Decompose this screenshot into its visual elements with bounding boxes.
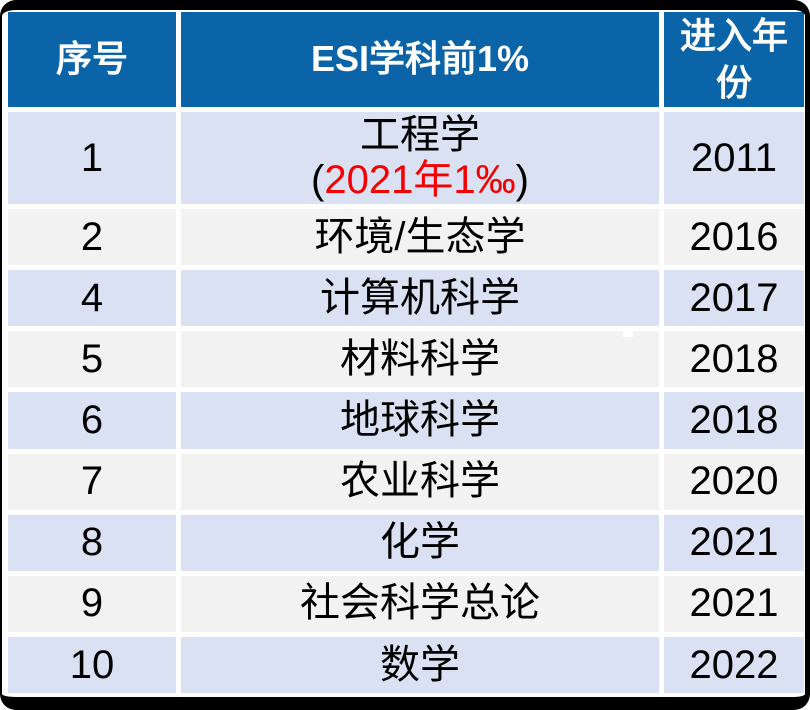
white-artifact: [623, 331, 633, 337]
cell-index: 10: [8, 636, 176, 693]
cell-discipline: 化学: [181, 514, 659, 571]
cell-year: 2021: [664, 514, 804, 571]
cell-index: 1: [8, 112, 176, 204]
cell-year: 2017: [664, 270, 804, 327]
esi-table: 序号 ESI学科前1% 进入年份 1 工程学 (2021年1‰) 2011 2 …: [8, 12, 804, 693]
table-row: 8 化学 2021: [8, 514, 804, 571]
header-index: 序号: [8, 12, 176, 107]
table-row: 5 材料科学 2018: [8, 331, 804, 388]
cell-index: 8: [8, 514, 176, 571]
cell-discipline: 农业科学: [181, 453, 659, 510]
cell-year: 2016: [664, 209, 804, 266]
table-header-row: 序号 ESI学科前1% 进入年份: [8, 12, 804, 107]
discipline-name: 工程学: [360, 113, 480, 158]
cell-discipline: 计算机科学: [181, 270, 659, 327]
cell-year: 2018: [664, 331, 804, 388]
cell-index: 7: [8, 453, 176, 510]
cell-year: 2018: [664, 392, 804, 449]
header-discipline: ESI学科前1%: [181, 12, 659, 107]
cell-year: 2021: [664, 575, 804, 632]
note-paren-close: ): [515, 158, 529, 202]
cell-index: 6: [8, 392, 176, 449]
cell-discipline: 环境/生态学: [181, 209, 659, 266]
table-row: 9 社会科学总论 2021: [8, 575, 804, 632]
cell-year: 2011: [664, 112, 804, 204]
cell-year: 2020: [664, 453, 804, 510]
table-row: 10 数学 2022: [8, 636, 804, 693]
cell-discipline: 工程学 (2021年1‰): [181, 112, 659, 204]
cell-index: 9: [8, 575, 176, 632]
table-row: 4 计算机科学 2017: [8, 270, 804, 327]
cell-discipline: 材料科学: [181, 331, 659, 388]
cell-index: 2: [8, 209, 176, 266]
table-panel: 序号 ESI学科前1% 进入年份 1 工程学 (2021年1‰) 2011 2 …: [2, 10, 805, 697]
table-row: 7 农业科学 2020: [8, 453, 804, 510]
note-red-text: 2021年1‰: [324, 158, 516, 202]
table-row: 6 地球科学 2018: [8, 392, 804, 449]
table-row: 2 环境/生态学 2016: [8, 209, 804, 266]
note-paren-open: (: [311, 158, 325, 202]
cell-discipline: 数学: [181, 636, 659, 693]
cell-discipline: 地球科学: [181, 392, 659, 449]
cell-year: 2022: [664, 636, 804, 693]
cell-index: 4: [8, 270, 176, 327]
header-year: 进入年份: [664, 12, 804, 107]
table-row: 1 工程学 (2021年1‰) 2011: [8, 112, 804, 204]
cell-index: 5: [8, 331, 176, 388]
cell-discipline: 社会科学总论: [181, 575, 659, 632]
discipline-note: (2021年1‰): [311, 158, 529, 203]
